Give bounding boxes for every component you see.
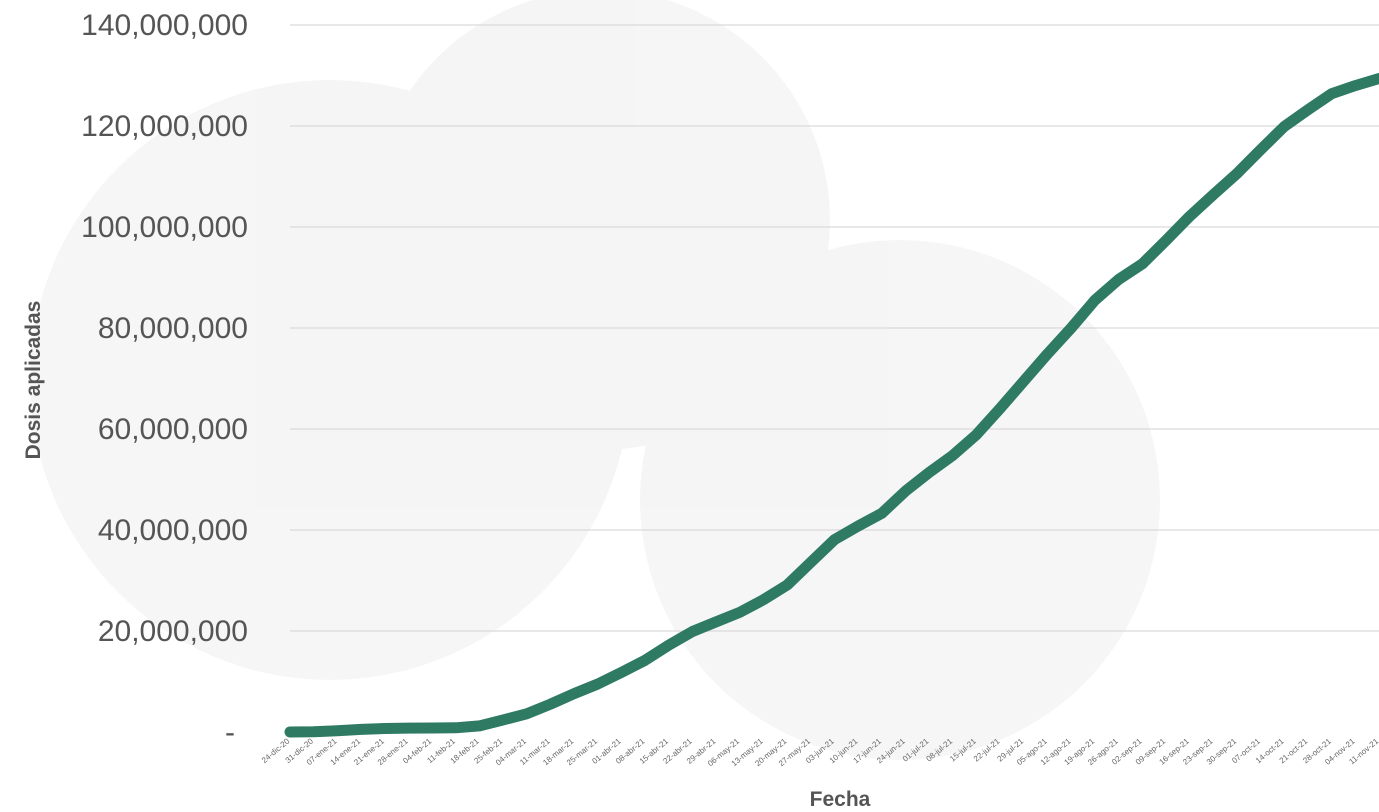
y-axis-ticks: - 20,000,000 40,000,000 60,000,000 80,000,00… bbox=[81, 9, 248, 749]
gridlines bbox=[290, 24, 1379, 632]
y-tick-label: 100,000,000 bbox=[81, 211, 248, 244]
y-tick-label: - bbox=[225, 716, 235, 749]
series-group bbox=[284, 73, 1379, 738]
y-tick-label: 140,000,000 bbox=[81, 9, 248, 42]
y-tick-label: 60,000,000 bbox=[98, 413, 248, 446]
y-tick-label: 20,000,000 bbox=[98, 615, 248, 648]
y-tick-label: 120,000,000 bbox=[81, 110, 248, 143]
y-tick-label: 40,000,000 bbox=[98, 514, 248, 547]
x-axis-label: Fecha bbox=[810, 788, 871, 811]
y-tick-label: 80,000,000 bbox=[98, 312, 248, 345]
y-axis-label: Dosis aplicadas bbox=[22, 301, 45, 460]
series-line bbox=[284, 73, 1379, 738]
